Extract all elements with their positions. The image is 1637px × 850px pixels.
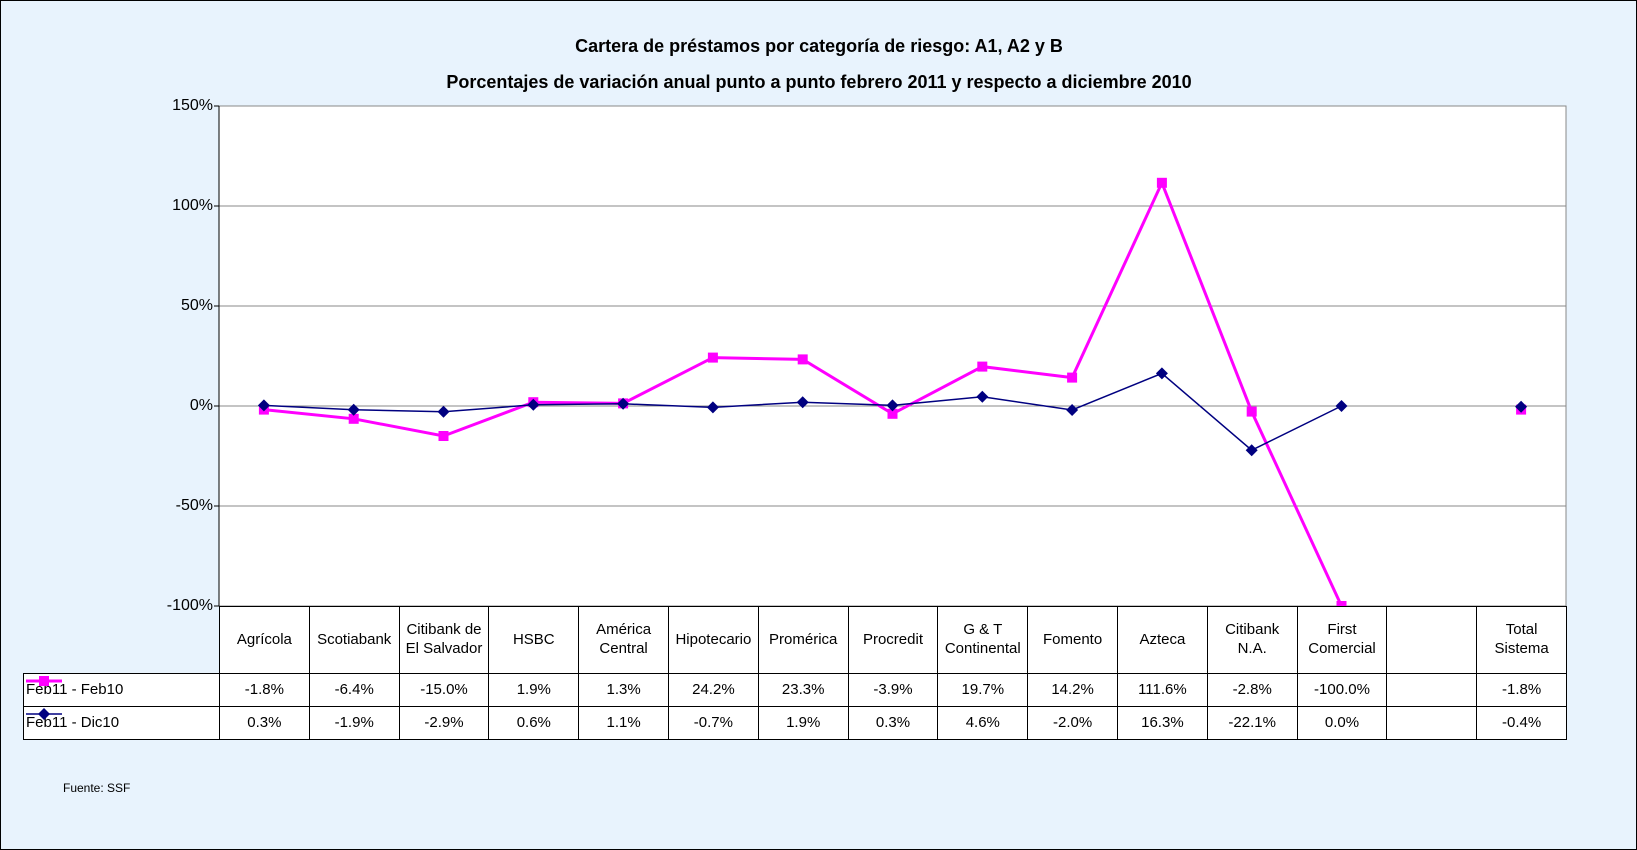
chart-title: Cartera de préstamos por categoría de ri… — [575, 36, 1063, 56]
data-label: 24.2% — [668, 673, 759, 707]
chart-subtitle: Porcentajes de variación anual punto a p… — [446, 72, 1191, 92]
data-label: 16.3% — [1117, 706, 1208, 740]
data-label: -0.7% — [668, 706, 759, 740]
y-tick-label: -50% — [176, 497, 213, 514]
marker — [707, 352, 718, 363]
data-label: -1.8% — [1476, 673, 1567, 707]
marker — [886, 399, 899, 412]
marker — [977, 361, 988, 372]
legend-label: Feb11 - Dic10 — [26, 713, 120, 731]
data-label: 1.3% — [578, 673, 669, 707]
data-label: -2.0% — [1027, 706, 1118, 740]
y-tick-label: 100% — [172, 197, 213, 214]
data-label: -1.9% — [308, 706, 400, 740]
legend-entry: Feb11 - Dic10 — [23, 706, 220, 740]
plot-area — [218, 105, 1567, 607]
marker — [887, 408, 898, 419]
data-label: 0.3% — [847, 706, 939, 740]
legend-label: Feb11 - Feb10 — [26, 680, 124, 698]
y-tick-label: 150% — [172, 97, 213, 114]
data-label: 1.1% — [578, 706, 669, 740]
data-label: -2.9% — [398, 706, 490, 740]
y-tick-label: -100% — [167, 597, 213, 614]
category-label: Procredit — [847, 606, 939, 674]
marker — [1335, 400, 1348, 412]
marker — [1245, 444, 1258, 457]
marker — [1067, 372, 1078, 383]
marker — [796, 396, 809, 409]
marker — [348, 413, 359, 424]
marker — [438, 431, 449, 441]
data-label: 23.3% — [757, 673, 849, 707]
data-label: 0.0% — [1296, 706, 1388, 740]
category-label: Scotiabank — [308, 606, 400, 674]
y-tick-label: 0% — [190, 397, 213, 414]
data-label: 1.9% — [757, 706, 849, 740]
category-label: Hipotecario — [668, 606, 759, 674]
data-label: 0.3% — [219, 706, 310, 740]
legend-entry: Feb11 - Feb10 — [23, 673, 220, 707]
data-label: -100.0% — [1296, 673, 1388, 707]
category-label — [1386, 606, 1478, 674]
category-label: Citibank de El Salvador — [398, 606, 490, 674]
data-label: 111.6% — [1117, 673, 1208, 707]
data-label: -2.8% — [1206, 673, 1298, 707]
data-label: 14.2% — [1027, 673, 1118, 707]
marker — [797, 354, 808, 365]
data-label: -1.8% — [219, 673, 310, 707]
source-note: Fuente: SSF — [63, 781, 131, 795]
data-label: -15.0% — [398, 673, 490, 707]
marker — [527, 398, 540, 411]
data-label: -22.1% — [1206, 706, 1298, 740]
category-label: Total Sistema — [1476, 606, 1567, 674]
marker — [1155, 367, 1168, 380]
data-label — [1386, 673, 1478, 707]
marker — [1515, 400, 1528, 413]
category-label: América Central — [578, 606, 669, 674]
marker — [257, 399, 270, 412]
category-label: Citibank N.A. — [1206, 606, 1298, 674]
marker — [1066, 404, 1079, 416]
marker — [347, 403, 360, 416]
legend-icon — [26, 708, 62, 720]
category-label: Fomento — [1027, 606, 1118, 674]
data-label: 19.7% — [937, 673, 1029, 707]
category-label: HSBC — [488, 606, 580, 674]
legend-icon — [26, 676, 62, 686]
category-label: Azteca — [1117, 606, 1208, 674]
marker — [976, 390, 989, 403]
marker — [617, 397, 630, 410]
category-label: Promérica — [757, 606, 849, 674]
data-label — [1386, 706, 1478, 740]
marker — [1246, 406, 1257, 417]
y-tick-label: 50% — [181, 297, 213, 314]
data-label: 1.9% — [488, 673, 580, 707]
data-label: -6.4% — [308, 673, 400, 707]
data-label: -3.9% — [847, 673, 939, 707]
category-label: G & T Continental — [937, 606, 1029, 674]
marker — [437, 405, 450, 418]
category-label: First Comercial — [1296, 606, 1388, 674]
category-label: Agrícola — [219, 606, 310, 674]
marker — [706, 401, 719, 414]
marker — [1156, 177, 1167, 188]
data-label: 4.6% — [937, 706, 1029, 740]
data-label: -0.4% — [1476, 706, 1567, 740]
data-label: 0.6% — [488, 706, 580, 740]
